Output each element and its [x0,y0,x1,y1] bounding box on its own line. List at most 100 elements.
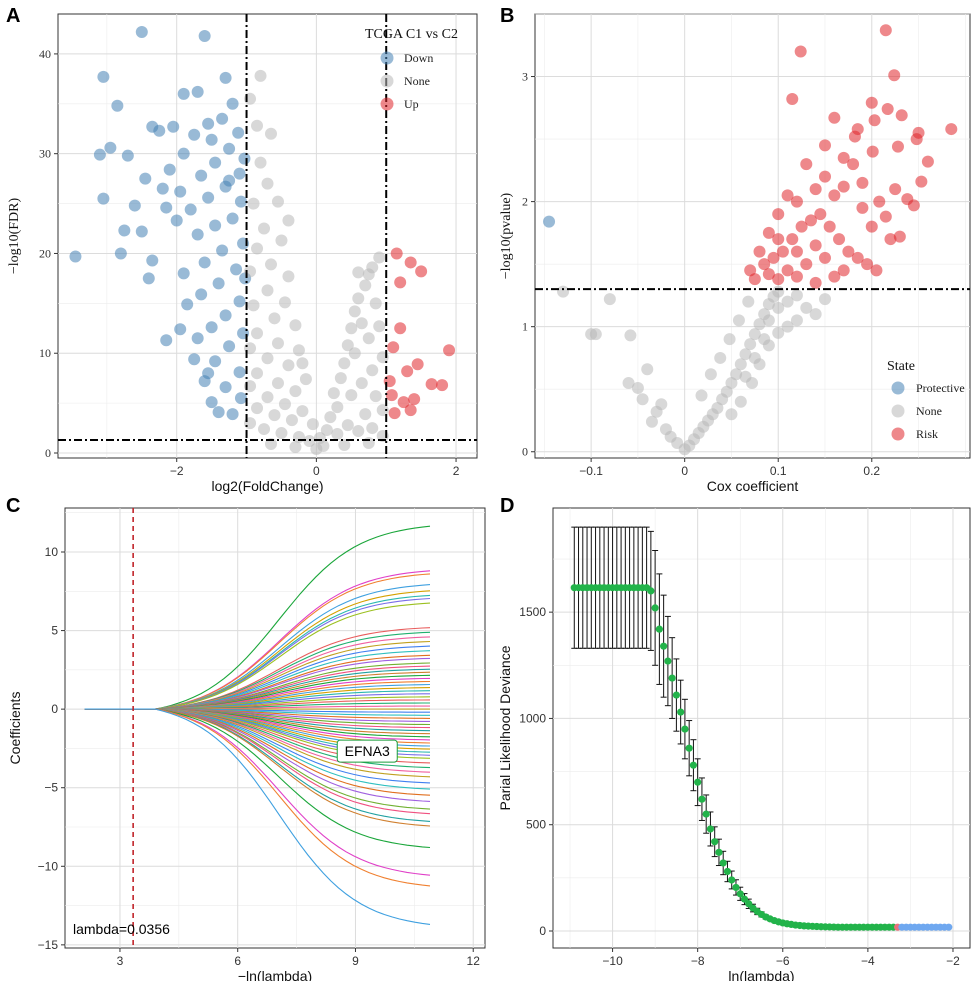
point-risk [866,145,879,158]
point-up [390,247,403,260]
legend-label-down: Down [404,51,433,65]
point-risk [776,245,789,258]
point-risk [837,264,850,277]
c-x-tick-label: 9 [352,954,359,968]
point-none [324,411,337,424]
point-none [275,234,288,247]
b-y-tick-label: 3 [522,70,528,84]
legend-key-none [891,404,905,418]
point-down [69,250,82,263]
panel-b-gridlines [535,13,970,458]
d-y-tick-label: 0 [539,924,546,938]
cv-deviance-point [702,810,710,818]
point-none [271,195,284,208]
point-risk [921,155,934,168]
point-none [655,398,668,411]
panel-c-x-ticks: 3 6 9 12 [117,948,480,968]
b-x-tick-label: −0.1 [579,464,603,478]
point-down [121,149,134,162]
point-none [748,328,761,341]
point-down [212,406,225,419]
point-none [331,428,344,441]
point-risk [819,251,831,264]
point-risk [828,189,841,202]
point-down [223,174,236,187]
point-risk [884,233,897,246]
point-risk [891,140,904,153]
point-risk [907,199,920,212]
panel-a-legend: TCGA C1 vs C2 Down None Up [365,27,458,111]
panel-a-y-axis-title: −log10(FDR) [7,197,22,274]
panel-c-lasso-paths: C 3 6 9 12 −15 −10 −5 0 5 10 −ln(lambda) Coeffic… [6,495,486,981]
point-none [268,409,281,422]
point-up [443,344,456,357]
b-y-tick-label: 1 [522,320,528,334]
point-down [139,172,152,185]
point-up [404,256,417,269]
point-none [261,352,274,365]
point-risk [851,123,864,136]
coefficient-path [84,708,431,887]
cv-deviance-point [685,744,693,752]
cv-deviance-point [660,642,668,650]
cv-deviance-point [677,708,685,716]
point-none [247,299,260,312]
point-none [289,385,302,398]
point-down [202,367,215,380]
legend-label-none: None [404,74,430,88]
point-down [191,85,204,98]
point-down [156,182,169,195]
point-risk [881,103,894,116]
legend-label-protective: Protective [916,381,965,395]
point-down [234,195,247,208]
point-none [742,295,755,308]
point-none [772,326,785,339]
point-up [425,378,438,391]
point-none [334,372,347,385]
point-none [271,337,284,350]
point-risk [790,270,803,283]
point-down [188,128,201,141]
point-down [191,228,204,241]
point-none [739,370,752,383]
cv-deviance-point [715,848,723,856]
d-x-tick-label: −2 [946,954,960,968]
point-none [734,358,747,371]
point-none [352,425,365,438]
point-none [781,320,794,333]
legend-key-up [380,97,394,111]
point-down [111,99,124,112]
d-y-tick-label: 500 [526,818,546,832]
a-y-tick-label: 0 [45,446,51,460]
point-down [93,148,106,161]
point-risk [847,158,860,171]
point-risk [819,170,831,183]
point-none [282,214,295,227]
point-risk [800,158,813,171]
point-risk [895,109,908,122]
point-none [734,395,747,408]
point-none [258,222,271,235]
point-down [135,225,148,238]
point-down [174,185,187,198]
point-none [739,348,752,361]
point-none [725,408,738,421]
point-down [184,203,197,216]
point-down [216,244,229,257]
point-down [170,214,183,227]
point-risk [819,139,831,152]
cv-deviance-point [719,859,727,867]
point-none [247,197,260,210]
point-down [216,112,229,125]
cv-deviance-point [728,876,736,884]
point-risk [772,208,785,221]
point-none [790,314,803,327]
point-down [177,87,190,100]
point-down [128,199,141,212]
point-risk [868,114,881,127]
point-none [251,402,264,415]
cv-deviance-point [664,657,672,665]
point-risk [842,245,855,258]
cv-deviance-point [732,883,740,892]
point-up [436,379,449,392]
